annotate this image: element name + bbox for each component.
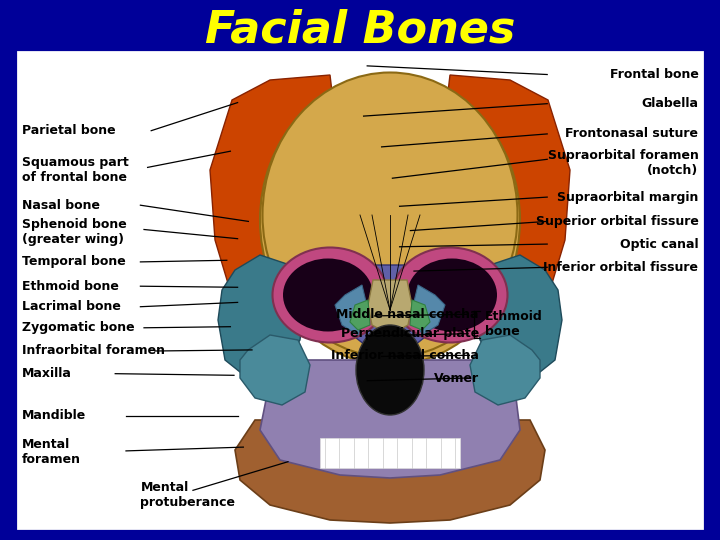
Polygon shape — [475, 255, 562, 380]
Text: Perpendicular plate: Perpendicular plate — [341, 327, 479, 340]
Text: Mental
foramen: Mental foramen — [22, 438, 81, 466]
Text: Superior orbital fissure: Superior orbital fissure — [536, 215, 698, 228]
Polygon shape — [440, 75, 570, 290]
Polygon shape — [210, 75, 340, 290]
Text: Parietal bone: Parietal bone — [22, 124, 115, 137]
FancyBboxPatch shape — [18, 52, 702, 528]
Ellipse shape — [260, 75, 520, 365]
Text: Infraorbital foramen: Infraorbital foramen — [22, 345, 165, 357]
Polygon shape — [350, 300, 370, 330]
Ellipse shape — [392, 247, 508, 342]
Text: Optic canal: Optic canal — [620, 238, 698, 251]
Text: Vomer: Vomer — [433, 372, 479, 384]
Ellipse shape — [272, 247, 387, 342]
Text: Ethmoid bone: Ethmoid bone — [22, 280, 119, 293]
Text: Ethmoid
bone: Ethmoid bone — [485, 310, 542, 338]
Text: Frontonasal suture: Frontonasal suture — [565, 127, 698, 140]
Ellipse shape — [263, 72, 518, 357]
Polygon shape — [410, 300, 430, 330]
Text: Nasal bone: Nasal bone — [22, 199, 99, 212]
Polygon shape — [235, 420, 545, 523]
Text: Supraorbital foramen
(notch): Supraorbital foramen (notch) — [547, 149, 698, 177]
Text: Maxilla: Maxilla — [22, 367, 71, 380]
Polygon shape — [368, 280, 412, 335]
Text: Zygomatic bone: Zygomatic bone — [22, 321, 134, 334]
Ellipse shape — [283, 259, 373, 332]
Polygon shape — [240, 335, 310, 405]
Polygon shape — [218, 255, 305, 380]
Text: Glabella: Glabella — [642, 97, 698, 110]
Polygon shape — [335, 265, 445, 350]
Text: Inferior orbital fissure: Inferior orbital fissure — [544, 261, 698, 274]
Polygon shape — [412, 285, 445, 335]
Text: Sphenoid bone
(greater wing): Sphenoid bone (greater wing) — [22, 218, 126, 246]
Polygon shape — [335, 285, 368, 335]
Text: Squamous part
of frontal bone: Squamous part of frontal bone — [22, 156, 128, 184]
Text: Facial Bones: Facial Bones — [204, 9, 516, 51]
Text: Supraorbital margin: Supraorbital margin — [557, 191, 698, 204]
Text: Mental
protuberance: Mental protuberance — [140, 481, 235, 509]
Text: Frontal bone: Frontal bone — [610, 68, 698, 81]
Text: Lacrimal bone: Lacrimal bone — [22, 300, 120, 313]
Polygon shape — [470, 335, 540, 405]
Text: Inferior nasal concha: Inferior nasal concha — [331, 349, 479, 362]
Text: Temporal bone: Temporal bone — [22, 255, 125, 268]
Ellipse shape — [356, 325, 424, 415]
Text: Mandible: Mandible — [22, 409, 86, 422]
Polygon shape — [260, 360, 520, 478]
Text: Middle nasal concha: Middle nasal concha — [336, 308, 479, 321]
Ellipse shape — [407, 259, 497, 332]
Bar — [320, 438, 460, 468]
